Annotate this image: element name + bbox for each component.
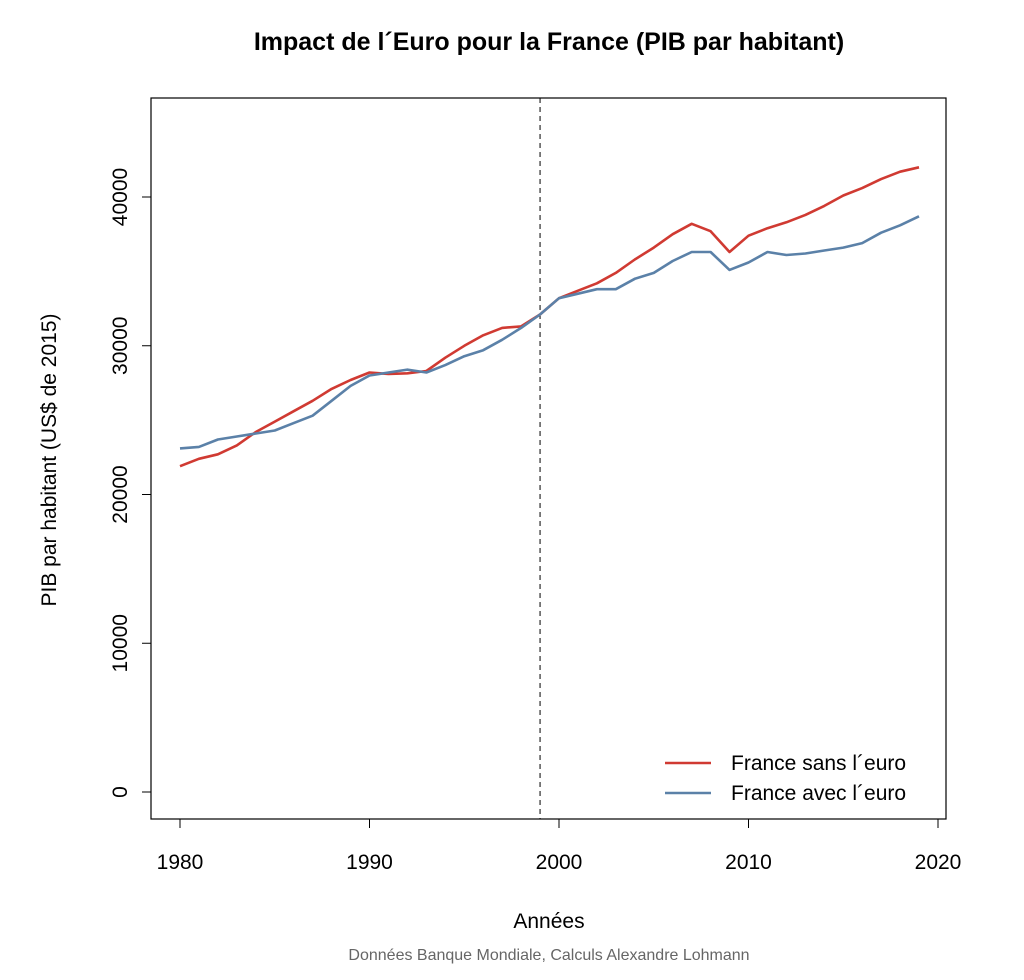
plot-area: 1980 1990 2000 2010 2020 0 10000 20000 30000 4000… <box>109 97 962 874</box>
x-axis-label: Années <box>513 910 584 933</box>
y-tick-label: 20000 <box>109 465 132 523</box>
chart-title: Impact de l´Euro pour la France (PIB par… <box>254 28 844 56</box>
x-tick-label: 2000 <box>536 851 583 874</box>
x-tick-label: 2010 <box>725 851 772 874</box>
legend-entry: France sans l´euro <box>731 752 906 775</box>
y-tick-label: 40000 <box>109 168 132 226</box>
x-tick-label: 2020 <box>915 851 962 874</box>
series-line-1 <box>179 166 920 468</box>
source-note: Données Banque Mondiale, Calculs Alexand… <box>348 947 749 964</box>
series-line-2 <box>179 215 920 450</box>
plot-frame <box>150 97 947 820</box>
y-tick-label: 30000 <box>109 317 132 375</box>
y-tick-label: 0 <box>109 786 132 798</box>
y-tick-label: 10000 <box>109 614 132 672</box>
x-tick-label: 1980 <box>157 851 204 874</box>
y-axis-label: PIB par habitant (US$ de 2015) <box>38 313 61 606</box>
x-tick-label: 1990 <box>346 851 393 874</box>
legend-entry: France avec l´euro <box>731 782 906 805</box>
